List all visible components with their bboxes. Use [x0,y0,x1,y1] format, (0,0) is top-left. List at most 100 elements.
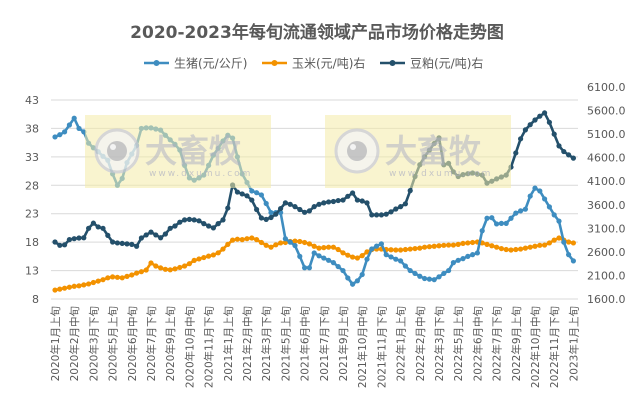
x-tick-label: 2020年3月下旬 [87,306,100,381]
data-point [402,201,408,207]
x-tick-label: 2022年10月中旬 [529,306,542,388]
data-point [71,236,77,242]
data-point [297,238,303,245]
x-tick-label: 2020年10月中旬 [183,306,196,388]
data-point [431,277,437,283]
right-axis: 1600.0 2100.0 2600.0 3100.0 3600.0 4100.0 4600… [587,81,626,306]
data-point [503,220,509,226]
data-point [326,199,332,205]
data-point [143,232,149,238]
data-point [302,239,308,246]
x-tick-label: 2021年9月上旬 [337,306,350,381]
left-tick-label: 33 [25,151,39,164]
data-point [162,266,168,272]
data-point [527,193,533,199]
data-point [354,197,360,203]
data-point [278,240,284,246]
data-point [522,245,529,251]
data-point [359,271,365,278]
watermark-url: www.dxumu.com [149,169,252,179]
data-point [566,152,572,158]
data-point [182,217,188,223]
data-point [177,264,183,271]
data-point [503,246,509,253]
data-point [378,241,384,247]
data-point [518,208,524,214]
data-point [110,239,116,245]
data-point [258,192,264,198]
data-point [167,267,173,273]
data-point [431,243,437,249]
data-point [66,284,72,290]
data-point [412,270,418,277]
data-point [62,242,68,248]
data-point [76,283,82,289]
data-point [402,263,408,269]
data-point [330,244,336,250]
data-point [254,237,260,243]
data-point [201,254,207,261]
data-point [172,223,178,229]
data-point [201,221,207,227]
data-point [148,260,154,266]
data-point [244,193,250,199]
left-tick-label: 23 [25,208,39,221]
logo-eye-icon [107,141,127,161]
x-tick-label: 2022年7月下旬 [491,306,504,381]
left-tick-label: 13 [25,265,39,278]
data-point [551,131,557,137]
data-point [330,260,336,266]
x-tick-label: 2022年1月上旬 [395,306,408,381]
data-point [239,237,245,243]
data-point [498,245,504,252]
data-point [306,241,312,247]
data-point [311,250,317,256]
data-point [225,241,231,247]
data-point [191,257,197,263]
data-point [460,240,466,247]
data-point [393,247,399,253]
left-tick-label: 8 [32,293,39,306]
data-point [522,206,529,212]
data-point [167,225,173,231]
data-point [364,256,370,262]
data-point [369,212,375,218]
right-tick-label: 2100.0 [587,269,626,282]
data-point [436,274,442,280]
logo-glint-icon [110,144,116,150]
data-point [546,204,553,210]
data-point [364,200,370,206]
data-point [374,243,380,249]
data-point [52,134,58,140]
data-point [566,239,572,245]
data-point [220,246,226,252]
data-point [345,252,351,258]
data-point [134,243,140,249]
data-point [407,267,413,274]
data-point [129,241,135,247]
data-point [302,265,308,271]
data-point [532,117,538,123]
data-point [249,197,255,203]
data-point [206,253,212,259]
data-point [551,237,557,243]
x-tick-label: 2023年1月上旬 [567,306,580,381]
data-point [186,261,192,267]
data-point [234,189,240,195]
right-tick-label: 5100.0 [587,128,626,141]
data-point [330,198,336,205]
data-point [546,240,553,246]
data-point [551,212,557,218]
data-point [407,188,413,194]
data-point [542,242,548,248]
data-point [263,200,269,207]
data-point [182,263,188,269]
left-tick-label: 18 [25,236,39,249]
data-point [158,235,164,241]
data-point [234,236,240,242]
data-point [52,287,58,293]
data-point [292,204,298,210]
data-point [230,237,236,243]
data-point [537,113,543,119]
